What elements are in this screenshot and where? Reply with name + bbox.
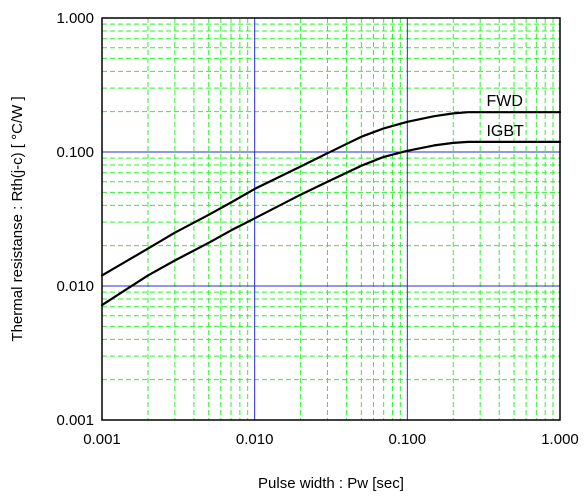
x-tick-labels: 0.001 0.010 0.100 1.000 — [83, 431, 579, 448]
series-label-igbt: IGBT — [486, 123, 524, 140]
y-tick-label: 0.010 — [56, 278, 94, 295]
y-tick-label: 0.100 — [56, 144, 94, 161]
y-axis-title: Thermal resistanse : Rth(j-c) [ °C/W ] — [9, 96, 26, 341]
curve-fwd — [100, 111, 562, 277]
y-tick-labels: 0.001 0.010 0.100 1.000 — [56, 10, 94, 429]
plot-area — [102, 18, 560, 420]
series-label-fwd: FWD — [486, 93, 522, 110]
minor-grid — [102, 18, 560, 420]
x-tick-label: 1.000 — [541, 431, 579, 448]
y-tick-label: 0.001 — [56, 412, 94, 429]
curve-igbt — [100, 140, 562, 307]
y-tick-label: 1.000 — [56, 10, 94, 27]
curves — [100, 111, 562, 307]
x-axis-title: Pulse width : Pw [sec] — [258, 475, 404, 492]
x-tick-label: 0.010 — [236, 431, 274, 448]
x-tick-label: 0.100 — [389, 431, 427, 448]
x-tick-label: 0.001 — [83, 431, 121, 448]
series-labels: FWD IGBT — [486, 93, 524, 140]
plot-frame — [101, 17, 561, 421]
